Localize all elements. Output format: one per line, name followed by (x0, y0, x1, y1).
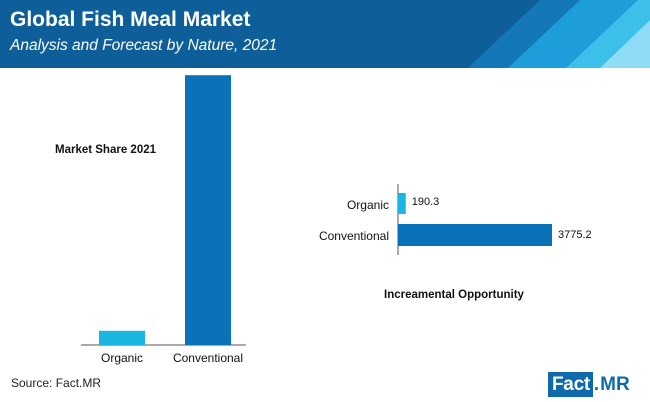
market-share-bar-organic (99, 330, 145, 345)
logo-dot: . (593, 373, 600, 395)
page-subtitle: Analysis and Forecast by Nature, 2021 (10, 37, 278, 54)
source-note: Source: Fact.MR (11, 376, 102, 390)
factmr-logo: Fact . MR (548, 372, 630, 397)
logo-mr: MR (600, 373, 630, 395)
opportunity-label-conventional: 3775.2 (558, 229, 592, 241)
opportunity-title: Increamental Opportunity (384, 289, 525, 301)
opportunity-label-organic: 190.3 (412, 196, 440, 208)
header-banner: Global Fish Meal Market Analysis and For… (0, 0, 650, 68)
logo-fact: Fact (548, 372, 593, 397)
opportunity-tick-organic: Organic (347, 198, 389, 212)
market-share-tick-organic: Organic (101, 351, 143, 365)
market-share-tick-conventional: Conventional (173, 351, 243, 365)
opportunity-bar-organic (398, 193, 406, 214)
page-title: Global Fish Meal Market (10, 8, 251, 31)
opportunity-tick-conventional: Conventional (319, 229, 389, 243)
market-share-bar-conventional (185, 75, 231, 345)
opportunity-bar-conventional (398, 224, 552, 246)
market-share-title: Market Share 2021 (55, 144, 157, 156)
header-decoration (468, 0, 650, 68)
